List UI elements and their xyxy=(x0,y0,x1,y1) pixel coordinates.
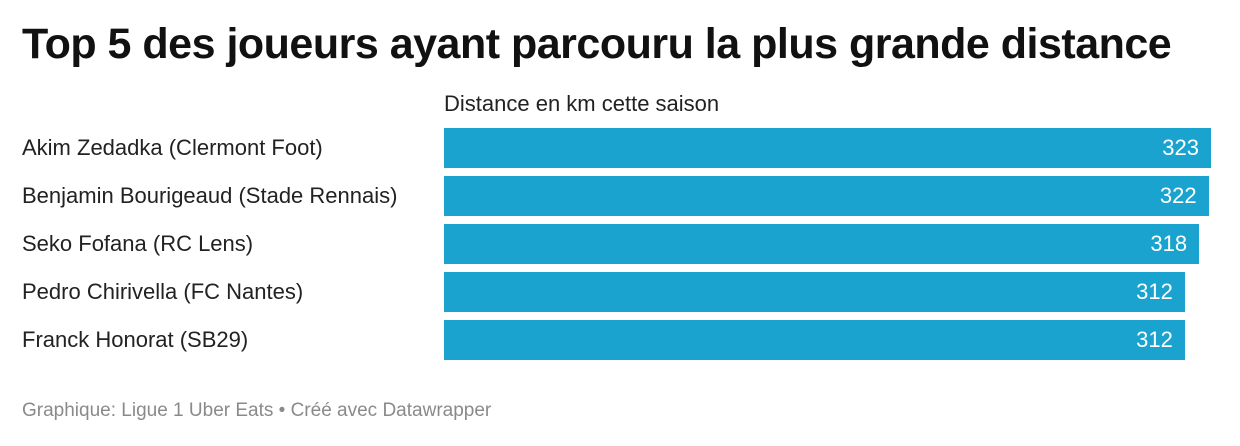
bar-row: Akim Zedadka (Clermont Foot) 323 xyxy=(0,128,1240,168)
value-column-header: Distance en km cette saison xyxy=(444,91,720,116)
bar: 323 xyxy=(444,128,1211,168)
bar-row: Seko Fofana (RC Lens) 318 xyxy=(0,224,1240,264)
bar-value-label: 312 xyxy=(1136,327,1173,352)
bar: 322 xyxy=(444,176,1209,216)
bar-row: Benjamin Bourigeaud (Stade Rennais) 322 xyxy=(0,176,1240,216)
bar: 312 xyxy=(444,272,1185,312)
bar-value-label: 322 xyxy=(1159,183,1197,208)
bar-value-label: 318 xyxy=(1150,231,1188,256)
category-label: Benjamin Bourigeaud (Stade Rennais) xyxy=(22,183,398,208)
bar-row: Pedro Chirivella (FC Nantes) 312 xyxy=(0,272,1240,312)
category-label: Pedro Chirivella (FC Nantes) xyxy=(22,279,304,304)
category-label: Akim Zedadka (Clermont Foot) xyxy=(22,135,323,160)
source-footer: Graphique: Ligue 1 Uber Eats • Créé avec… xyxy=(22,400,492,421)
category-label: Seko Fofana (RC Lens) xyxy=(22,231,254,256)
bar-value-label: 312 xyxy=(1136,279,1173,304)
bar-value-label: 323 xyxy=(1162,135,1199,160)
chart-title: Top 5 des joueurs ayant parcouru la plus… xyxy=(22,20,1172,68)
bar: 312 xyxy=(444,320,1185,360)
bar: 318 xyxy=(444,224,1200,264)
category-label: Franck Honorat (SB29) xyxy=(22,327,249,352)
bar-row: Franck Honorat (SB29) 312 xyxy=(0,320,1240,360)
